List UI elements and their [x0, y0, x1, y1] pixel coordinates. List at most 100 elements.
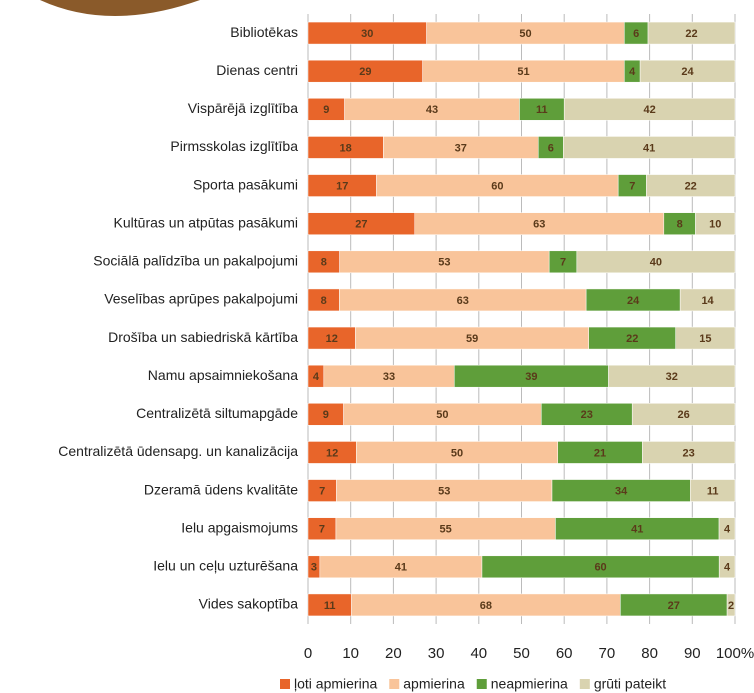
bar-segment — [608, 364, 736, 388]
value-label: 63 — [533, 219, 545, 231]
value-label: 34 — [615, 485, 628, 497]
value-label: 59 — [466, 333, 478, 345]
category-label: Drošība un sabiedriskā kārtība — [108, 329, 298, 345]
value-label: 63 — [457, 295, 469, 307]
value-label: 4 — [313, 371, 320, 383]
value-label: 8 — [321, 295, 327, 307]
category-label: Vides sakoptība — [199, 596, 299, 612]
value-label: 22 — [685, 28, 697, 40]
value-label: 27 — [668, 600, 680, 612]
bar-segment — [563, 136, 736, 159]
bar-segment — [576, 250, 736, 274]
category-label: Sporta pasākumi — [193, 176, 298, 192]
value-label: 7 — [319, 524, 325, 536]
value-label: 33 — [383, 371, 395, 383]
x-tick-label: 100% — [716, 645, 754, 662]
value-label: 12 — [326, 447, 338, 459]
value-label: 22 — [685, 180, 697, 192]
legend-label: ļoti apmierina — [294, 676, 377, 692]
category-label: Bibliotēkas — [230, 24, 298, 40]
value-label: 37 — [455, 142, 467, 154]
value-label: 11 — [707, 485, 719, 497]
value-label: 12 — [326, 333, 338, 345]
category-label: Dienas centri — [216, 62, 298, 78]
bar-segment — [690, 479, 736, 502]
bar-segment — [646, 174, 736, 197]
x-tick-label: 20 — [385, 645, 402, 662]
value-label: 43 — [426, 104, 438, 116]
value-label: 41 — [395, 562, 407, 574]
value-label: 3 — [311, 562, 317, 574]
value-label: 4 — [724, 524, 731, 536]
category-label: Centralizētā ūdensapg. un kanalizācija — [58, 443, 298, 459]
value-label: 9 — [323, 104, 329, 116]
bar-segment — [679, 288, 736, 312]
value-label: 15 — [699, 333, 711, 345]
value-label: 11 — [536, 104, 548, 116]
value-label: 22 — [626, 333, 638, 345]
value-label: 18 — [340, 142, 352, 154]
x-tick-label: 80 — [641, 645, 658, 662]
value-label: 7 — [560, 257, 566, 269]
value-label: 50 — [519, 28, 531, 40]
bar-segment — [718, 555, 736, 579]
value-label: 21 — [594, 447, 606, 459]
legend-swatch — [280, 679, 290, 689]
value-label: 7 — [319, 485, 325, 497]
x-tick-label: 90 — [684, 645, 701, 662]
bar-segment — [718, 517, 736, 540]
category-label: Dzeramā ūdens kvalitāte — [144, 481, 298, 497]
value-label: 51 — [517, 66, 529, 78]
value-label: 2 — [728, 600, 734, 612]
value-label: 4 — [629, 66, 636, 78]
bar-segment — [695, 212, 736, 235]
decoration — [40, 0, 200, 16]
value-label: 6 — [633, 28, 639, 40]
value-label: 27 — [355, 219, 367, 231]
value-label: 8 — [677, 219, 683, 231]
legend-swatch — [579, 679, 590, 689]
x-tick-label: 50 — [513, 645, 530, 662]
category-label: Ielu apgaismojums — [181, 519, 298, 535]
value-label: 50 — [436, 409, 448, 421]
category-label: Veselības aprūpes pakalpojumi — [104, 291, 298, 307]
value-label: 24 — [627, 295, 640, 307]
value-label: 40 — [650, 257, 662, 269]
value-label: 9 — [323, 409, 329, 421]
value-label: 23 — [581, 409, 593, 421]
value-label: 6 — [548, 142, 554, 154]
value-label: 8 — [321, 257, 327, 269]
legend-swatch — [389, 679, 400, 689]
bar-segment — [675, 326, 736, 350]
value-label: 23 — [683, 447, 695, 459]
value-label: 50 — [451, 447, 463, 459]
bar-segment — [642, 441, 736, 464]
value-label: 17 — [336, 180, 348, 192]
value-label: 26 — [677, 409, 689, 421]
x-tick-label: 10 — [342, 645, 359, 662]
bar-segment — [647, 21, 736, 45]
legend-label: apmierina — [403, 676, 465, 692]
bar-segment — [726, 593, 736, 617]
value-label: 53 — [438, 257, 450, 269]
category-label: Centralizētā siltumapgāde — [136, 405, 298, 421]
legend-label: neapmierina — [491, 676, 568, 692]
x-tick-label: 40 — [470, 645, 487, 662]
value-label: 60 — [491, 180, 503, 192]
category-label: Sociālā palīdzība un pakalpojumi — [93, 253, 298, 269]
value-label: 60 — [594, 562, 606, 574]
x-tick-label: 30 — [428, 645, 445, 662]
value-label: 53 — [438, 485, 450, 497]
category-label: Kultūras un atpūtas pasākumi — [114, 214, 298, 230]
value-label: 11 — [324, 600, 336, 612]
category-label: Pirmsskolas izglītība — [170, 138, 298, 154]
category-label: Namu apsaimniekošana — [148, 367, 298, 383]
legend-swatch — [476, 679, 487, 689]
x-tick-label: 0 — [304, 645, 312, 662]
x-tick-label: 60 — [556, 645, 573, 662]
value-label: 32 — [666, 371, 678, 383]
legend-label: grūti pateikt — [594, 676, 666, 692]
value-label: 30 — [361, 28, 373, 40]
value-label: 4 — [724, 562, 731, 574]
